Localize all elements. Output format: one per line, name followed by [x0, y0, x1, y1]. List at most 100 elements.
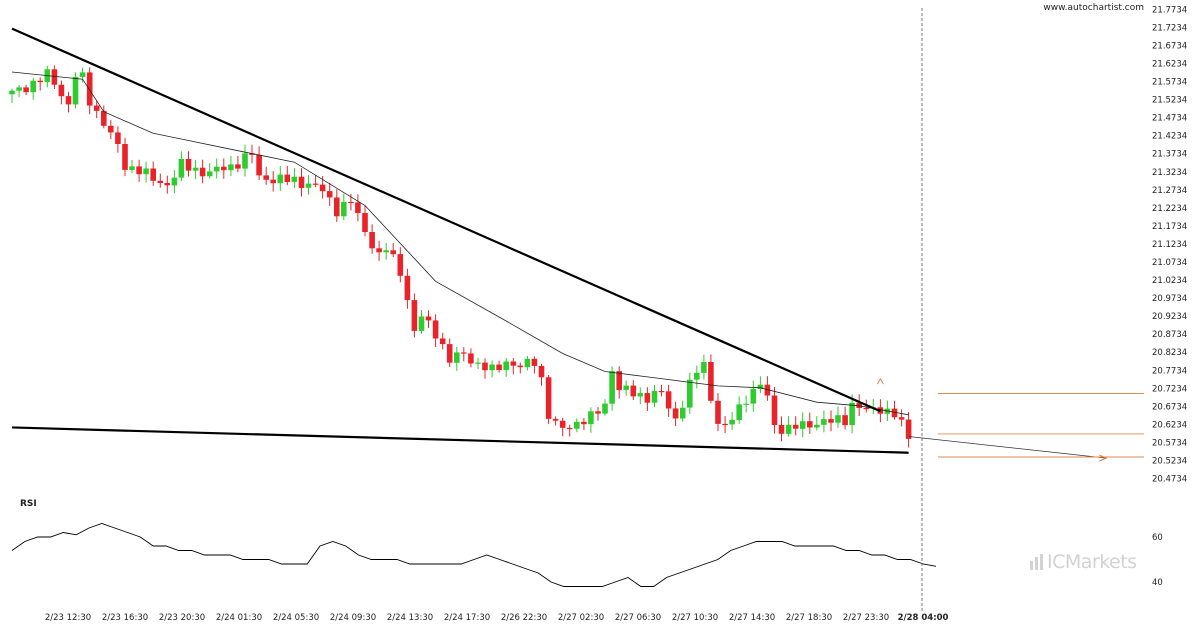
candle [679, 400, 686, 422]
broker-logo: ICMarkets [1030, 551, 1137, 573]
candle [16, 84, 22, 98]
candle [397, 247, 404, 283]
candle [101, 105, 107, 129]
candle [93, 100, 100, 119]
x-tick-label: 2/24 09:30 [330, 613, 376, 623]
candle [694, 365, 700, 389]
candle [651, 384, 658, 408]
candle [284, 165, 291, 186]
y-tick-label: 21.4734 [1152, 114, 1187, 124]
candle [65, 91, 72, 113]
candle [432, 314, 439, 347]
candle [552, 416, 559, 426]
candle [665, 384, 672, 417]
y-tick-label: 21.6734 [1152, 42, 1187, 52]
x-tick-label: 2/27 10:30 [672, 613, 718, 623]
candle [538, 363, 545, 386]
y-tick-label: 21.7234 [1152, 23, 1187, 33]
candle [291, 168, 298, 189]
autochartist-url[interactable]: www.autochartist.com [1043, 3, 1144, 13]
upper-trendline [11, 27, 881, 413]
candle [531, 356, 538, 374]
y-tick-label: 21.0734 [1152, 258, 1187, 268]
candle [305, 175, 312, 195]
candle [637, 387, 644, 405]
y-tick-label: 21.4234 [1152, 132, 1187, 142]
candle [630, 380, 637, 400]
candle [298, 168, 305, 197]
moving-average-line [11, 71, 909, 416]
candle [468, 348, 474, 368]
candle [524, 356, 531, 371]
candle [672, 401, 679, 427]
candle [792, 416, 799, 436]
candle [242, 144, 248, 177]
candle [701, 354, 707, 380]
candle [277, 165, 284, 191]
candle [496, 360, 502, 373]
y-tick-label: 21.3234 [1152, 168, 1187, 178]
y-tick-label: 20.5734 [1152, 439, 1187, 449]
y-axis-ticks: 21.7734 21.7234 21.6734 21.6234 21.5734 21.52… [1152, 5, 1187, 484]
x-tick-label: 2/27 14:30 [729, 613, 775, 623]
candle [574, 418, 580, 433]
candle [517, 362, 524, 374]
y-tick-label: 21.1734 [1152, 222, 1187, 232]
candle [418, 310, 425, 334]
candle [566, 424, 573, 437]
candle [44, 65, 51, 88]
candle [404, 268, 411, 309]
candle [750, 380, 757, 412]
candle [771, 387, 778, 434]
overlays [11, 27, 1144, 462]
candle [764, 376, 771, 401]
candle [157, 173, 164, 188]
candle [129, 160, 135, 174]
candle [891, 400, 898, 420]
candle [362, 205, 368, 237]
candle [115, 126, 121, 153]
candle [559, 417, 566, 437]
candle [341, 193, 347, 221]
y-tick-label: 20.8234 [1152, 348, 1187, 358]
y-tick-label: 21.2234 [1152, 204, 1187, 214]
candle [108, 120, 114, 140]
candle [581, 418, 587, 431]
projection-line [908, 436, 1107, 459]
y-tick-label: 20.7234 [1152, 384, 1187, 394]
y-tick-label: 20.6734 [1152, 402, 1187, 412]
candle [58, 80, 65, 105]
candle [263, 166, 269, 185]
x-tick-label: 2/23 16:30 [102, 613, 148, 623]
candle [856, 394, 862, 416]
candle [835, 406, 841, 428]
candle [355, 194, 361, 222]
rsi-tick-label: 60 [1152, 533, 1163, 543]
candle [807, 412, 813, 434]
candle [213, 158, 220, 179]
candle [757, 376, 764, 394]
x-tick-label: 2/27 18:30 [786, 613, 832, 623]
candle [51, 65, 58, 89]
candle [228, 156, 234, 177]
candle [799, 412, 806, 438]
y-tick-label: 21.5234 [1152, 96, 1187, 106]
candle [425, 310, 432, 328]
y-tick-label: 20.4734 [1152, 475, 1187, 485]
candle [369, 224, 375, 254]
candle [785, 416, 792, 437]
candle [376, 240, 382, 261]
candle [192, 159, 199, 180]
candle [616, 366, 622, 399]
candle [588, 407, 594, 433]
candle [743, 395, 749, 413]
candle [37, 77, 43, 91]
y-tick-label: 21.0234 [1152, 276, 1187, 286]
x-tick-label: 2/27 02:30 [558, 613, 604, 623]
candle [708, 354, 714, 404]
candle [9, 88, 15, 103]
candle [461, 347, 467, 362]
candle [171, 170, 178, 194]
candle [446, 338, 453, 368]
